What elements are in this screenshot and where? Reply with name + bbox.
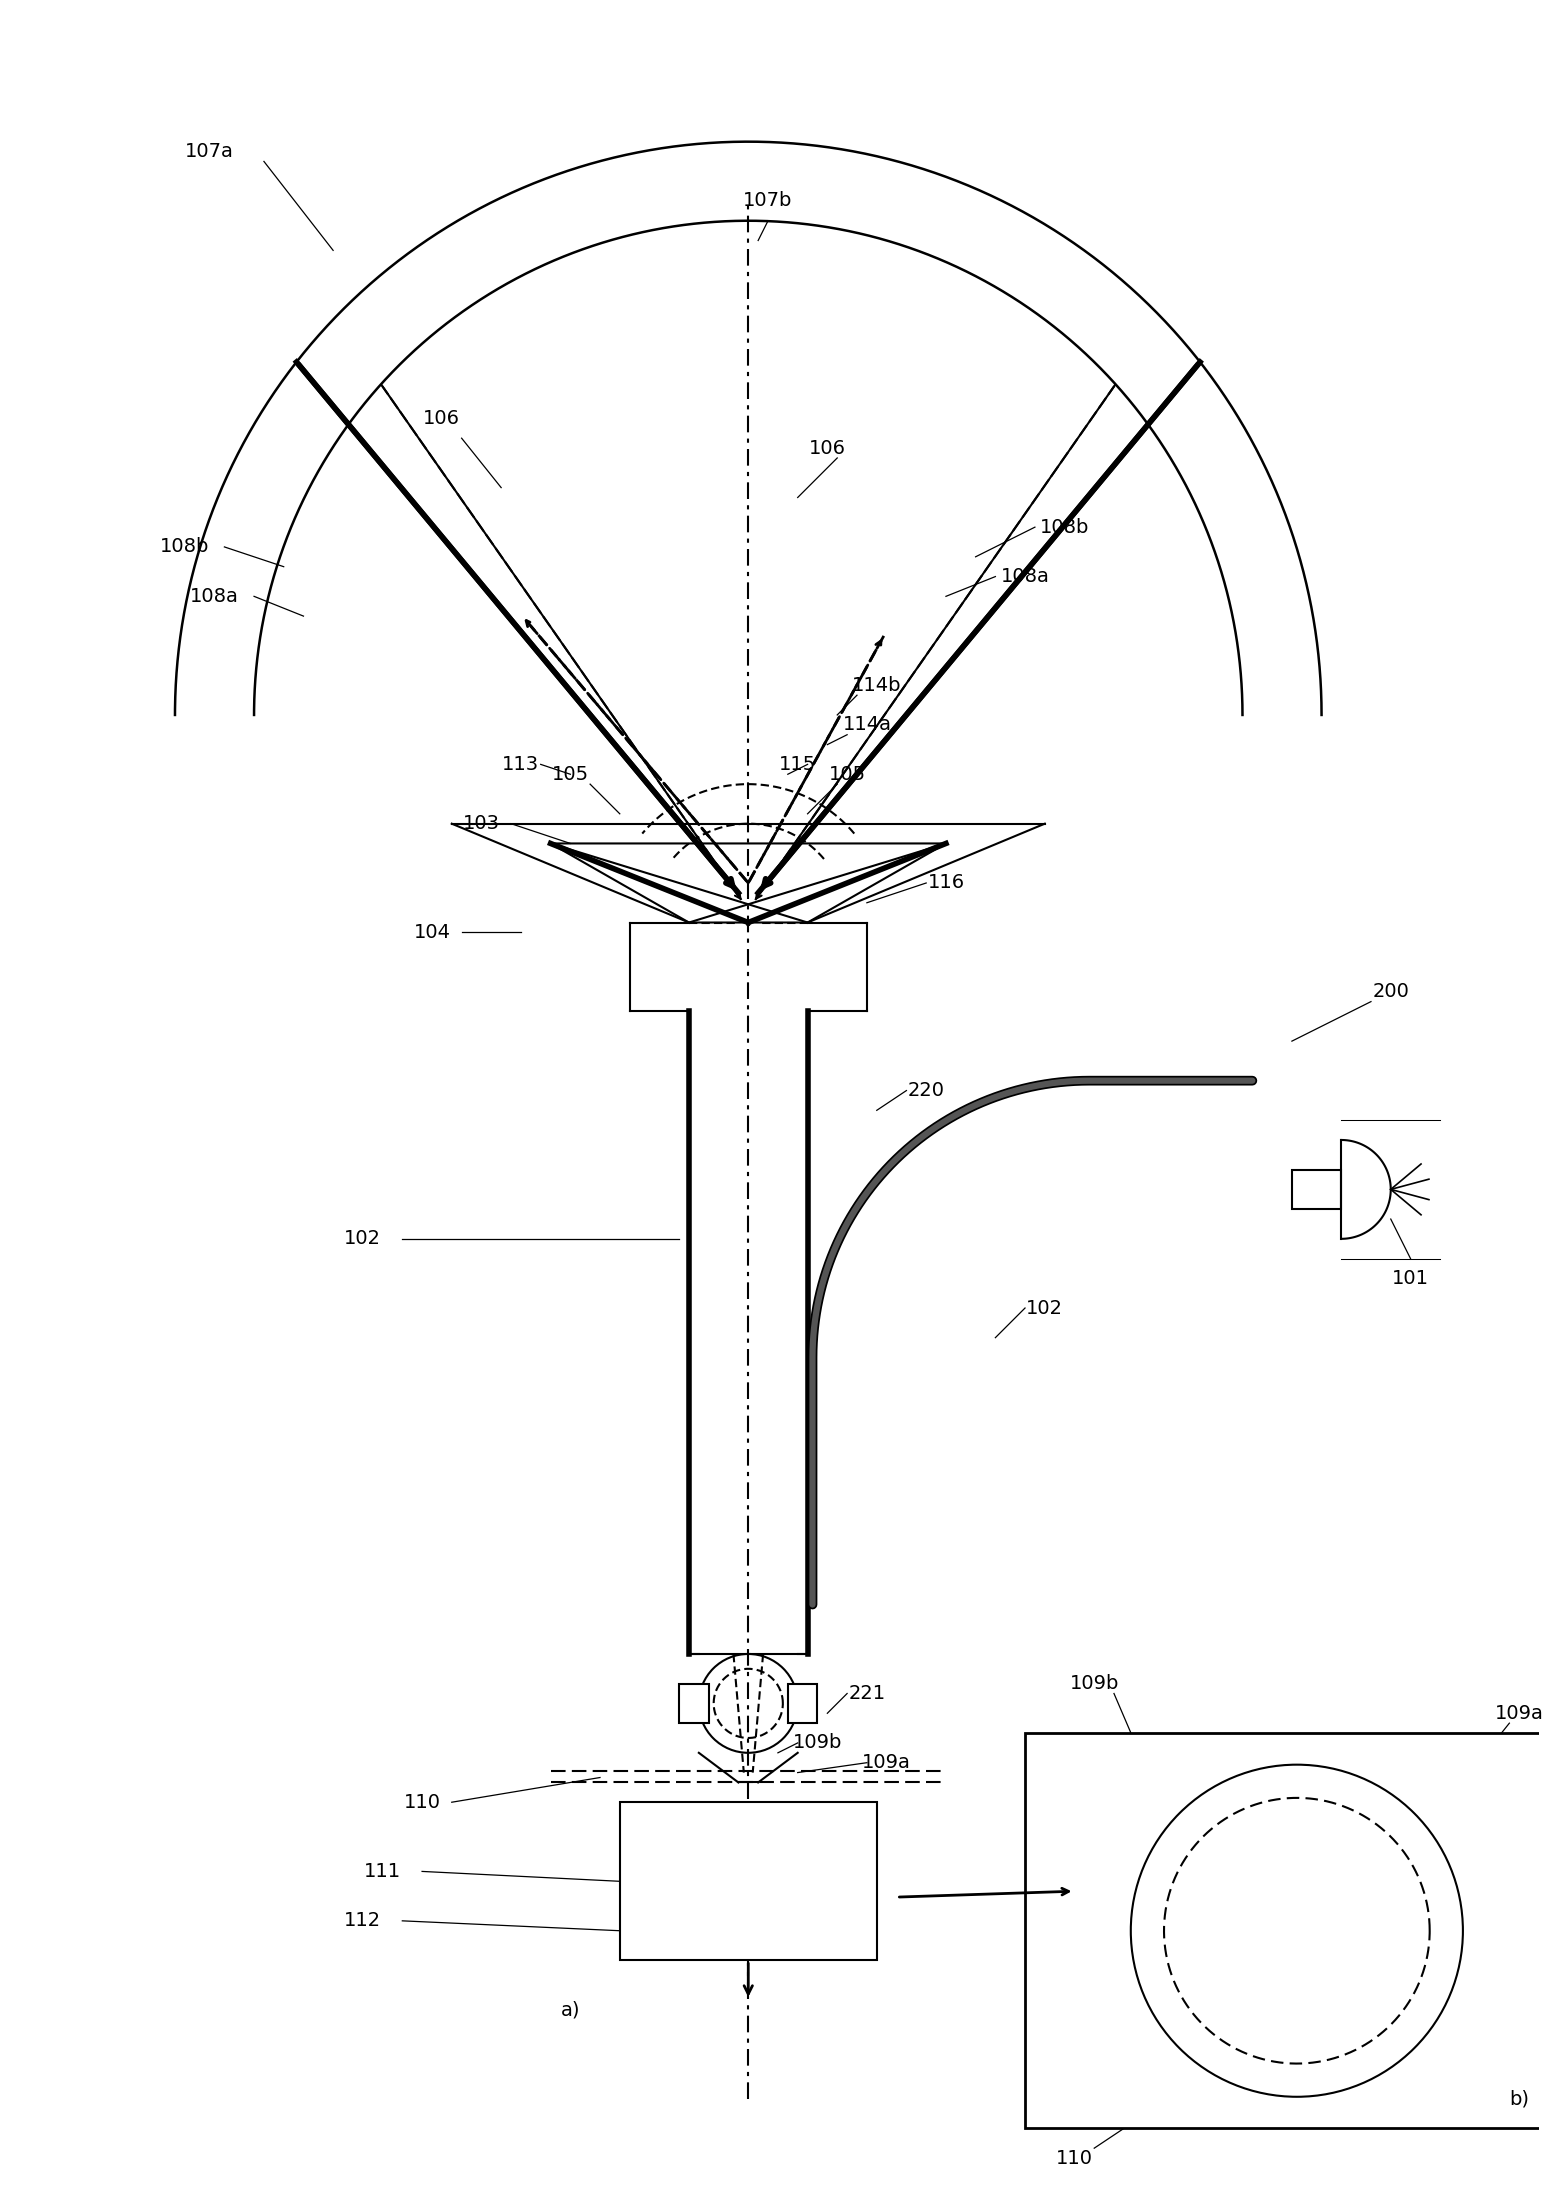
Bar bbox=[679, 1683, 709, 1722]
Text: 116: 116 bbox=[927, 874, 965, 892]
Text: 115: 115 bbox=[779, 756, 816, 773]
Text: 105: 105 bbox=[828, 765, 865, 784]
Bar bbox=[1292, 1170, 1342, 1209]
Text: 108b: 108b bbox=[1039, 517, 1089, 537]
Bar bbox=[1025, 1733, 1551, 2127]
Text: 102: 102 bbox=[1027, 1299, 1064, 1317]
Bar bbox=[620, 1803, 876, 1961]
Text: 109a: 109a bbox=[862, 1753, 910, 1773]
Text: 111: 111 bbox=[364, 1862, 402, 1880]
Text: 107b: 107b bbox=[743, 191, 793, 210]
Text: b): b) bbox=[1509, 2090, 1529, 2108]
Text: 112: 112 bbox=[344, 1911, 382, 1930]
Text: 200: 200 bbox=[1373, 982, 1410, 1001]
Text: 110: 110 bbox=[1056, 2149, 1093, 2167]
Text: 103: 103 bbox=[462, 815, 499, 833]
Text: 106: 106 bbox=[423, 410, 461, 427]
Text: 108a: 108a bbox=[191, 587, 239, 607]
Text: 220: 220 bbox=[907, 1080, 945, 1100]
Text: 114b: 114b bbox=[851, 675, 901, 695]
Text: 113: 113 bbox=[503, 756, 540, 773]
Bar bbox=[788, 1683, 817, 1722]
Text: 114a: 114a bbox=[842, 714, 892, 734]
Text: 102: 102 bbox=[344, 1229, 382, 1249]
Text: 109a: 109a bbox=[1495, 1705, 1543, 1722]
Text: 221: 221 bbox=[848, 1685, 886, 1702]
Text: a): a) bbox=[560, 2000, 580, 2020]
Text: 110: 110 bbox=[403, 1792, 440, 1812]
Text: 104: 104 bbox=[414, 922, 450, 942]
Text: 109b: 109b bbox=[1070, 1674, 1118, 1694]
Text: 109b: 109b bbox=[793, 1733, 842, 1753]
Text: 101: 101 bbox=[1391, 1269, 1428, 1288]
Text: 107a: 107a bbox=[185, 142, 234, 162]
Text: 108b: 108b bbox=[160, 537, 209, 557]
Text: 106: 106 bbox=[808, 438, 845, 458]
Text: 105: 105 bbox=[552, 765, 589, 784]
Text: 108a: 108a bbox=[1000, 567, 1050, 585]
